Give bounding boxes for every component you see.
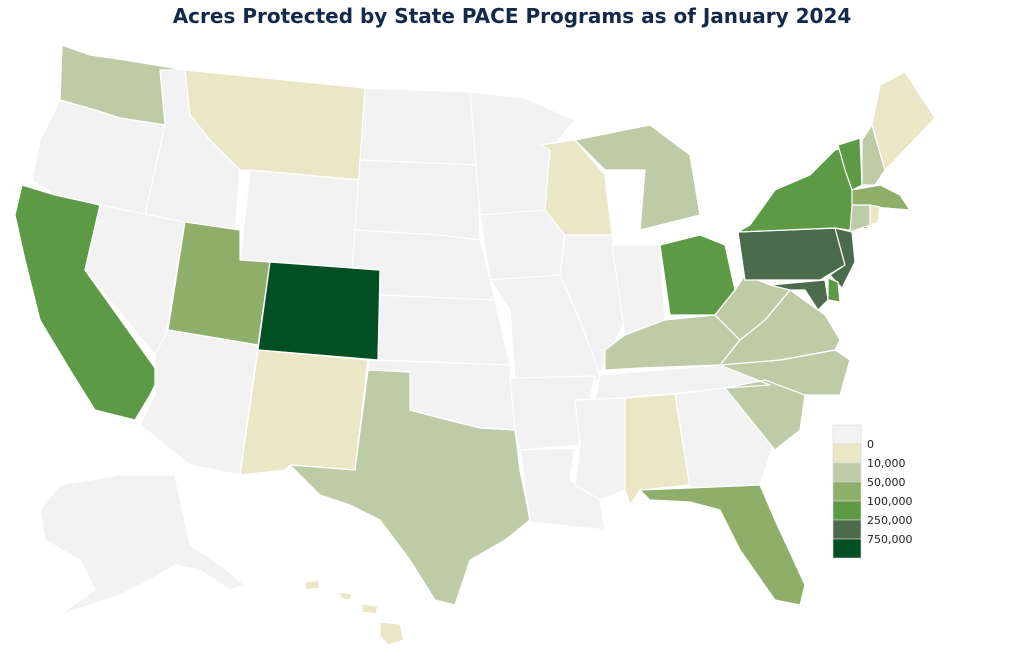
state-MS (574, 397, 626, 501)
legend: 0 10,000 50,000 100,000 250,000 750,000 (832, 424, 913, 559)
map-title: Acres Protected by State PACE Programs a… (172, 4, 852, 28)
state-HI (304, 579, 405, 646)
state-AR (509, 375, 596, 451)
legend-swatch-1 (832, 443, 862, 464)
legend-swatch-6 (832, 538, 862, 559)
state-VT (837, 137, 863, 191)
state-PA (737, 227, 846, 281)
legend-label-3: 100,000 (867, 495, 913, 508)
legend-label-0: 0 (867, 438, 874, 451)
state-GA (674, 387, 776, 489)
legend-label-5: 750,000 (867, 533, 913, 546)
state-MD (769, 279, 829, 311)
state-ME (871, 71, 936, 171)
state-WY (239, 169, 361, 271)
state-OH (659, 234, 736, 316)
legend-label-4: 250,000 (867, 514, 913, 527)
legend-swatch-2 (832, 462, 862, 483)
legend-swatch-4 (832, 500, 862, 521)
legend-swatch-3 (832, 481, 862, 502)
state-IA (479, 209, 566, 281)
state-ND (359, 87, 479, 166)
state-AZ (139, 329, 259, 476)
state-KS (377, 294, 511, 366)
state-NJ (829, 227, 856, 289)
state-NH (861, 124, 886, 186)
state-RI (869, 204, 881, 226)
state-FL (639, 484, 806, 606)
state-NM (239, 349, 369, 476)
state-TX (289, 369, 531, 606)
legend-swatch-0 (832, 424, 862, 445)
legend-label-1: 10,000 (867, 457, 906, 470)
state-SD (354, 159, 481, 241)
state-AK (39, 474, 246, 616)
legend-swatch-5 (832, 519, 862, 540)
states-layer (14, 44, 936, 646)
state-CO (257, 261, 381, 361)
state-DE (827, 277, 841, 303)
legend-label-2: 50,000 (867, 476, 906, 489)
state-MI (574, 124, 701, 231)
